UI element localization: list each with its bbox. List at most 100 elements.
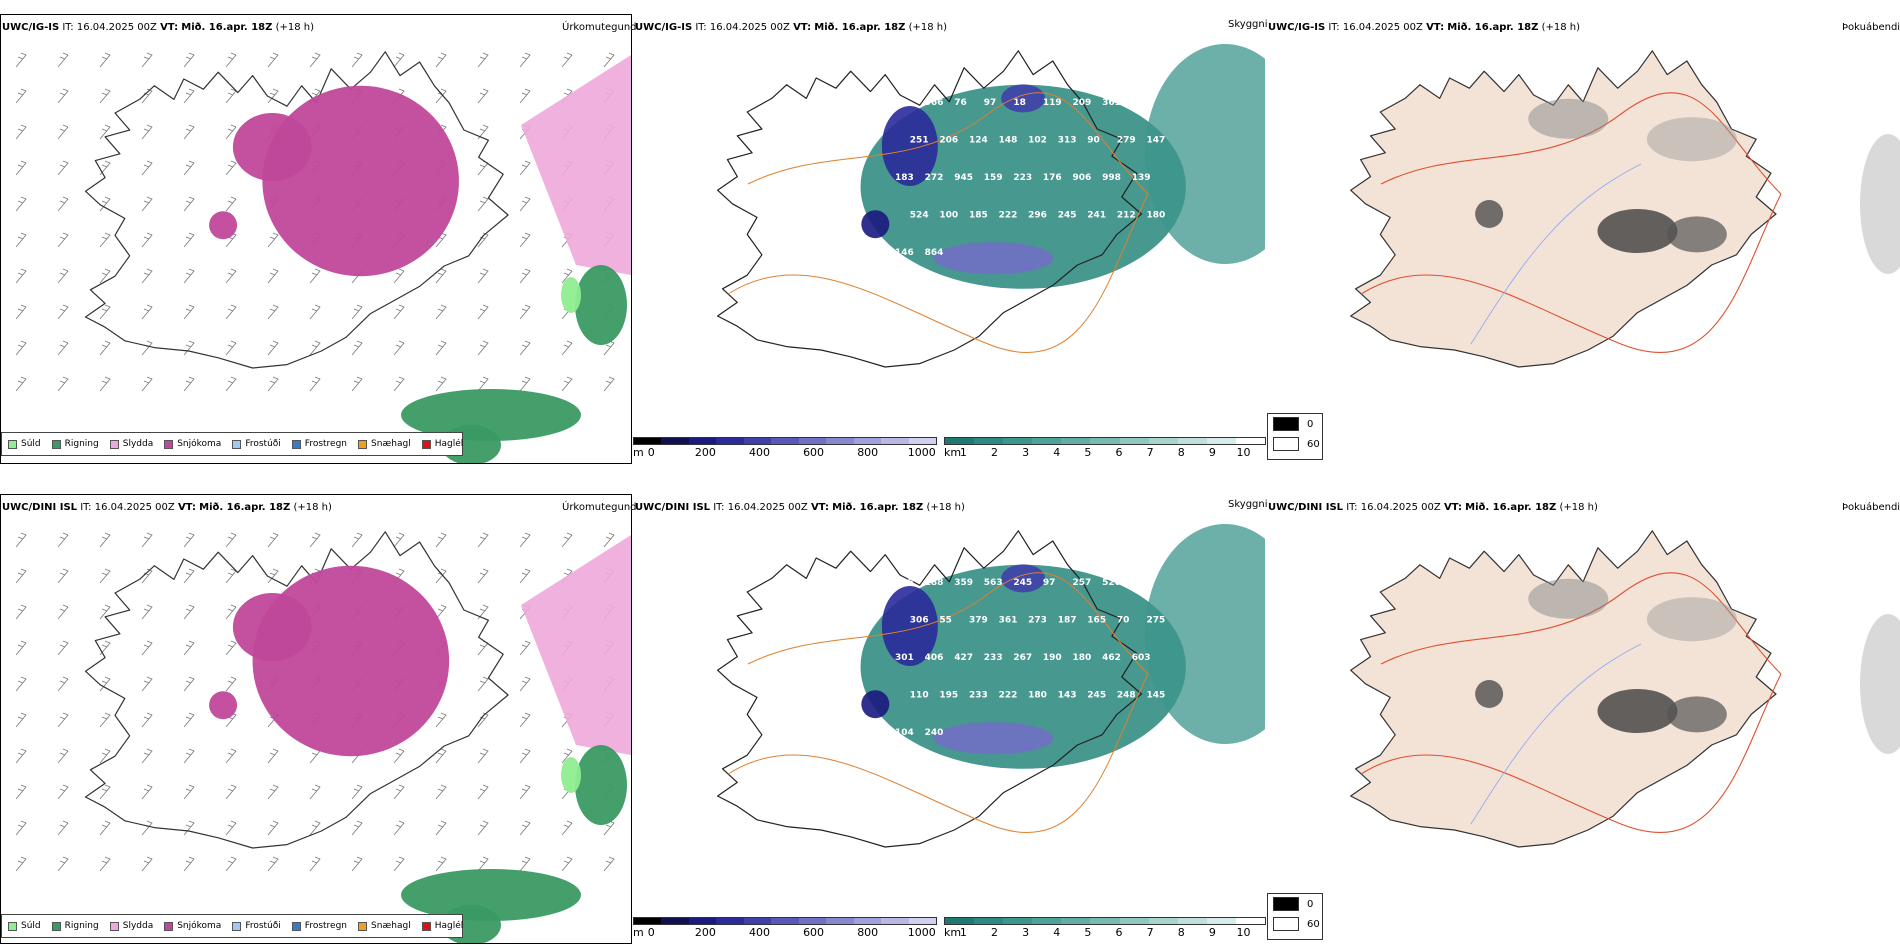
legend-swatch [51,439,61,449]
legend-item: Rigning [51,439,99,449]
colorbar-tick-label: 2 [990,926,998,939]
colorbar-tick-label: 200 [694,446,716,459]
visibility-value-label: 209 [1073,98,1092,108]
colorbar-step [945,918,975,924]
colorbar-step [1235,918,1266,924]
colorbar-swatches [944,917,1266,925]
visibility-value-label: 241 [1087,210,1106,220]
visibility-value-label: 147 [1147,136,1166,146]
visibility-value-label: 233 [984,653,1003,663]
visibility-value-label: 257 [1073,578,1092,588]
visibility-value-label: 235 [895,578,914,588]
colorbar-swatches [633,437,937,445]
colorbar-tick-label: 0 [647,446,655,459]
visibility-value-label: 145 [1147,690,1166,700]
visibility-value-label: 180 [1147,210,1166,220]
visibility-value-label: 139 [1132,173,1151,183]
colorbar-step [1177,918,1207,924]
visibility-value-label: 296 [1028,210,1047,220]
visibility-value-label: 183 [895,173,914,183]
colorbar-tick-label: 10 [1236,446,1251,459]
colorbar-tick-label: 3 [1022,446,1030,459]
legend-swatch [421,439,431,449]
colorbar-step [826,438,854,444]
visibility-value-label: 251 [910,136,929,146]
legend-label: Snjókoma [177,921,222,931]
legend-label: Rigning [64,439,99,449]
visibility-value-label: 206 [939,136,958,146]
colorbar-tick-label: 400 [748,446,770,459]
panel-title-precip: Úrkomutegund [562,502,637,513]
fog-legend-item: 0 [1268,414,1322,434]
visibility-value-label: 427 [954,653,973,663]
visibility-value-label: 603 [1132,653,1151,663]
visibility-value-label: 89 [895,98,908,108]
visibility-value-label: 301 [895,653,914,663]
visibility-value-label: 76 [954,98,967,108]
colorbar-tick-label: 7 [1146,926,1154,939]
colorbar-step [1148,918,1178,924]
colorbar-ticks: km 1 2 3 4 5 6 7 8 9 10 [944,925,1266,939]
panel-title-precip: Úrkomutegund [562,22,637,33]
visibility-value-label: 241 [1132,578,1151,588]
visibility-value-label: 185 [969,210,988,220]
visibility-value-label: 110 [910,690,929,700]
colorbar-ticks: m 0 200 400 600 800 1000 [633,445,937,459]
visibility-value-label: 279 [1117,136,1136,146]
legend-swatch [291,439,301,449]
fog-legend-label: 60 [1307,438,1320,450]
legend-item: Haglél [421,439,463,449]
visibility-value-label: 248 [1117,690,1136,700]
colorbar-tick-label: 8 [1177,926,1185,939]
colorbar-tick-label: 600 [803,446,825,459]
cloud-base-colorbar: m 0 200 400 600 800 1000 [633,917,937,939]
colorbar-step [908,438,936,444]
visibility-map: 89 366 76 97 18 119 209 361 721 251 206 124 148 102 31… [716,44,1265,368]
visibility-value-label: 143 [1058,690,1077,700]
fog-legend-item: 0 [1268,894,1322,914]
colorbar-step [945,438,975,444]
legend-swatch [51,921,61,931]
fog-legend-item: 60 [1268,914,1322,934]
visibility-value-label: 864 [925,248,944,258]
visibility-value-label: 180 [1028,690,1047,700]
visibility-value-label: 998 [1102,173,1121,183]
visibility-value-label: 119 [1043,98,1062,108]
colorbar-tick-label: 800 [857,926,879,939]
visibility-value-label: 18 [1013,98,1026,108]
visibility-value-label: 212 [1117,210,1136,220]
colorbar-step [1061,438,1091,444]
colorbar-step [881,438,909,444]
legend-label: Rigning [64,921,99,931]
visibility-value-label: 563 [984,578,1003,588]
colorbar-tick-label: 6 [1115,446,1123,459]
visibility-value-label: 359 [954,578,973,588]
legend-label: Slydda [122,439,154,449]
visibility-value-label: 366 [925,98,944,108]
legend-item: Snjókoma [164,439,221,449]
legend-swatch [358,921,368,931]
fog-legend-label: 0 [1307,898,1314,910]
colorbar-step [771,918,799,924]
visibility-value-label: 462 [1102,653,1121,663]
colorbar-step [1032,918,1062,924]
visibility-value-label: 721 [1132,98,1151,108]
colorbar-swatches [944,437,1266,445]
visibility-value-label: 104 [895,728,914,738]
colorbar-step [1177,438,1207,444]
visibility-map: 235 188 359 563 245 97 257 520 241 306 55 379 361 273… [716,524,1265,848]
visibility-value-label: 267 [1013,653,1032,663]
colorbar-step [716,438,744,444]
colorbar-tick-label: 0 [647,926,655,939]
visibility-value-label: 102 [1028,136,1047,146]
legend-label: Frostregn [304,439,348,449]
visibility-value-label: 187 [1058,616,1077,626]
colorbar-tick-label: 200 [694,926,716,939]
header-row1-fog: UWC/IG-IS IT: 16.04.2025 00Z VT: Mið. 16… [1268,22,1580,33]
colorbar-tick-label: 3 [1022,926,1030,939]
colorbar-unit: m [633,446,644,459]
legend-label: Súld [21,921,41,931]
legend-swatch [109,439,119,449]
colorbar-tick-label: 9 [1208,446,1216,459]
colorbar-step [881,918,909,924]
